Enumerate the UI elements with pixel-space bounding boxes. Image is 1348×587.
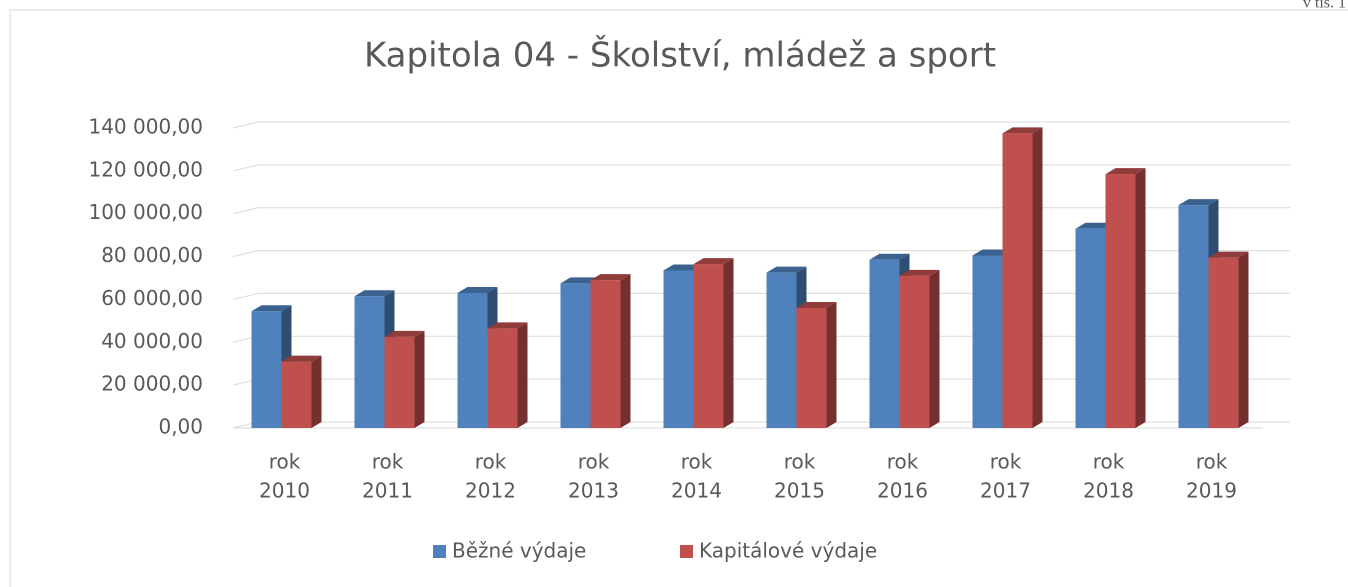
x-tick-label: rok — [681, 450, 713, 474]
y-tick-label: 120 000,00 — [88, 157, 203, 181]
bar — [1208, 257, 1239, 428]
x-tick-label: 2016 — [877, 479, 928, 503]
bar — [1105, 174, 1136, 428]
bar-top — [1105, 168, 1146, 175]
legend-label: Běžné výdaje — [452, 539, 586, 563]
bar-top — [487, 322, 528, 329]
bar — [384, 336, 415, 428]
bar — [663, 270, 694, 428]
bar-side — [723, 258, 734, 428]
x-tick-label: rok — [475, 450, 507, 474]
x-tick-label: rok — [372, 450, 404, 474]
grid-line — [232, 250, 259, 258]
bar-top — [899, 269, 940, 276]
chart-border — [9, 9, 1348, 587]
bar-side — [414, 330, 425, 428]
x-tick-label: 2017 — [980, 479, 1031, 503]
x-tick-label: rok — [784, 450, 816, 474]
y-tick-label: 140 000,00 — [88, 115, 203, 139]
bar-top — [457, 287, 498, 293]
grid-line — [232, 164, 259, 172]
x-tick-label: 2010 — [259, 479, 310, 503]
bar-top — [590, 274, 631, 281]
x-tick-label: 2015 — [774, 479, 825, 503]
x-tick-label: rok — [578, 450, 610, 474]
x-tick-label: 2018 — [1083, 479, 1134, 503]
y-tick-label: 60 000,00 — [101, 286, 203, 310]
y-tick-label: 20 000,00 — [101, 372, 203, 396]
bar-side — [1135, 168, 1146, 429]
bar-top — [384, 330, 425, 337]
bar-top — [869, 253, 910, 260]
bar-top — [251, 305, 292, 312]
bar-side — [929, 269, 940, 428]
x-tick-label: rok — [1196, 450, 1228, 474]
bar-top — [796, 302, 837, 308]
bar-side — [1032, 127, 1043, 428]
bar — [766, 272, 797, 428]
x-tick-label: rok — [887, 450, 919, 474]
y-tick-label: 100 000,00 — [88, 200, 203, 224]
x-tick-label: 2019 — [1186, 479, 1237, 503]
bar — [1002, 133, 1033, 428]
bar — [354, 296, 385, 428]
bar — [1178, 205, 1209, 428]
bar — [899, 275, 930, 428]
bar-side — [1238, 251, 1249, 428]
x-tick-label: rok — [990, 450, 1022, 474]
bar-top — [1002, 127, 1043, 134]
bar-top — [693, 258, 734, 265]
bar — [281, 361, 312, 428]
bar — [693, 264, 724, 428]
x-tick-label: 2014 — [671, 479, 722, 503]
bar-side — [517, 322, 528, 428]
bar-side — [311, 355, 322, 428]
legend-swatch — [433, 545, 446, 558]
grid-line — [232, 292, 259, 300]
x-tick-label: rok — [269, 450, 301, 474]
legend-label: Kapitálové výdaje — [699, 539, 877, 563]
grid-line — [232, 121, 259, 129]
x-tick-label: 2011 — [362, 479, 413, 503]
x-tick-label: 2012 — [465, 479, 516, 503]
grid-line — [232, 207, 259, 215]
bar — [457, 293, 488, 428]
bar-top — [1178, 199, 1219, 206]
bar-top — [766, 266, 807, 273]
bar-side — [826, 302, 837, 428]
bar — [796, 308, 827, 428]
bar-side — [620, 274, 631, 428]
bar-top — [1208, 251, 1249, 258]
legend-swatch — [680, 545, 693, 558]
bar — [251, 311, 282, 428]
y-tick-label: 0,00 — [158, 415, 203, 439]
chart-title: Kapitola 04 - Školství, mládež a sport — [364, 35, 996, 76]
bar-top — [354, 290, 395, 297]
bar — [487, 328, 518, 428]
y-tick-label: 40 000,00 — [101, 329, 203, 353]
bar — [1075, 228, 1106, 428]
bar — [560, 283, 591, 428]
bar — [590, 280, 621, 428]
bar — [869, 259, 900, 428]
bar-top — [281, 355, 322, 362]
x-tick-label: rok — [1093, 450, 1125, 474]
y-tick-label: 80 000,00 — [101, 243, 203, 267]
annotation: v tis. 1 — [1303, 0, 1346, 12]
x-tick-label: 2013 — [568, 479, 619, 503]
bar — [972, 255, 1003, 428]
